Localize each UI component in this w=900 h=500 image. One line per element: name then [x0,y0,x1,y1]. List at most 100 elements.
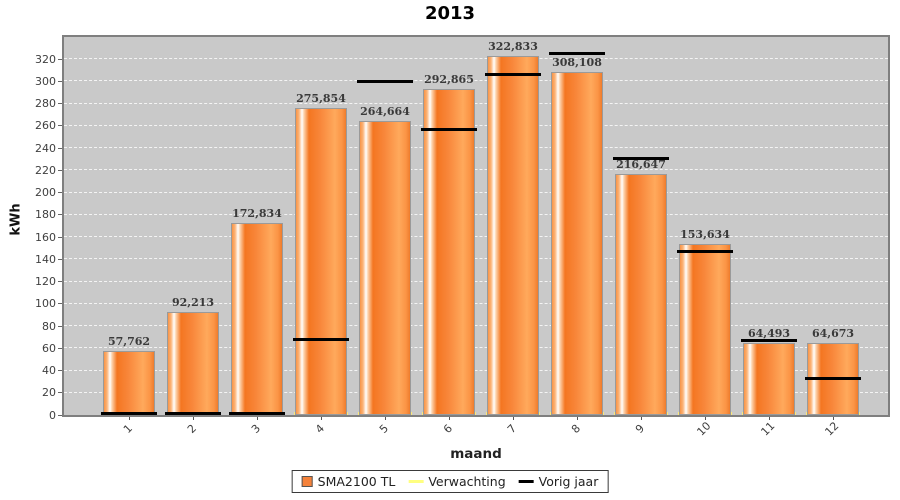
y-axis-tick [58,281,62,283]
bar-value-label: 64,493 [747,327,791,341]
x-axis-tick [705,417,706,420]
legend-label: SMA2100 TL [317,474,396,489]
gridline [64,80,888,82]
bar-value-label: 92,213 [171,296,215,310]
y-tick-label: 40 [42,364,56,378]
bar-month-1 [103,350,155,415]
legend-label: Vorig jaar [538,474,599,489]
x-axis-tick [641,417,642,420]
bar-value-label: 172,834 [232,206,282,220]
legend-item: Vorig jaar [518,474,599,489]
y-axis-tick [58,347,62,349]
x-tick-label: 11 [758,419,778,439]
gridline [64,147,888,149]
x-tick-label: 7 [504,421,520,437]
gridline [64,325,888,327]
prev-year-marker [677,250,733,254]
x-axis-tick [129,417,130,420]
x-axis-tick [577,417,578,420]
x-tick-label: 1 [120,421,136,437]
bar-month-5 [359,120,411,415]
x-axis-tick [513,417,514,420]
gridline [64,191,888,193]
y-tick-label: 80 [42,319,56,333]
y-tick-label: 300 [35,74,56,88]
x-axis-label: maand [450,446,502,462]
y-axis-tick [58,303,62,305]
x-axis-tick [385,417,386,420]
x-axis-tick [321,417,322,420]
gridline [64,124,888,126]
y-axis-tick [58,80,62,82]
x-axis-tick [833,417,834,420]
legend-swatch-line [518,480,534,483]
x-tick-label: 2 [184,421,200,437]
gridline [64,236,888,238]
x-tick-label: 6 [440,421,456,437]
y-tick-label: 0 [49,408,56,422]
gridline [64,347,888,349]
bar-value-label: 57,762 [107,334,151,348]
x-axis-tick [257,417,258,420]
y-axis-tick [58,103,62,105]
legend-swatch-line [408,480,424,483]
x-tick-label: 10 [694,419,714,439]
y-tick-label: 20 [42,386,56,400]
plot-area: 57,762 92,213 172,834 275,854 264,664 292,865… [62,35,890,417]
bar-value-label: 308,108 [552,56,602,70]
y-tick-label: 260 [35,119,56,133]
x-axis-tick [769,417,770,420]
gridline [64,258,888,260]
bar-month-2 [167,312,219,415]
bar-month-8 [551,72,603,415]
bar-month-11 [743,343,795,415]
chart-title: 2013 [424,3,476,24]
legend-label: Verwachting [428,474,506,489]
y-axis-tick [58,414,62,416]
prev-year-marker [229,412,285,415]
prev-year-marker [613,156,669,160]
y-tick-label: 200 [35,186,56,200]
y-axis-tick [58,147,62,149]
bar-month-7 [487,56,539,415]
prev-year-marker [549,52,605,56]
bar-month-4 [295,108,347,415]
y-axis-tick [58,192,62,194]
legend-item: SMA2100 TL [301,474,396,489]
y-tick-label: 240 [35,141,56,155]
y-axis-tick [58,125,62,127]
x-tick-label: 5 [376,421,392,437]
y-tick-label: 280 [35,97,56,111]
y-tick-label: 100 [35,297,56,311]
y-tick-label: 140 [35,252,56,266]
y-axis-tick [58,214,62,216]
gridline [64,280,888,282]
gridline [64,58,888,60]
y-axis-tick [58,58,62,60]
x-tick-label: 9 [632,421,648,437]
legend: SMA2100 TL Verwachting Vorig jaar [291,470,609,493]
bar-month-9 [615,174,667,415]
prev-year-marker [165,412,221,415]
gridline [64,302,888,304]
y-axis-tick [58,169,62,171]
y-axis-tick [58,258,62,260]
prev-year-marker [101,412,157,415]
x-tick-label: 4 [312,421,328,437]
legend-item: Verwachting [408,474,506,489]
gridline [64,213,888,215]
gridline [64,391,888,393]
x-axis-tick [449,417,450,420]
x-axis-tick [193,417,194,420]
x-tick-label: 3 [248,421,264,437]
bar-value-label: 153,634 [680,228,730,242]
y-axis-tick [58,236,62,238]
bar-value-label: 64,673 [811,327,855,341]
bar-month-6 [423,89,475,415]
prev-year-marker [357,79,413,83]
gridline [64,369,888,371]
y-axis-tick [58,370,62,372]
y-tick-label: 160 [35,230,56,244]
gridline [64,169,888,171]
